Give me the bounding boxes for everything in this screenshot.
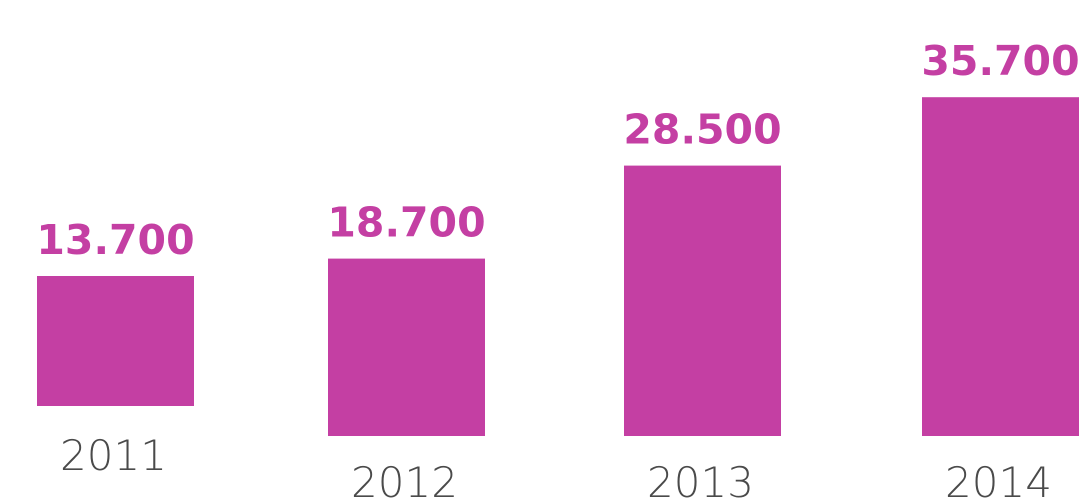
category-label-2012: 2012 bbox=[351, 458, 458, 500]
value-label-2012: 18.700 bbox=[327, 199, 485, 247]
value-labels-group: 13.700 18.700 28.500 35.700 bbox=[36, 37, 1079, 264]
bar-2011 bbox=[37, 276, 194, 406]
bars-group bbox=[37, 97, 1079, 436]
category-labels-group: 2011 2012 2013 2014 bbox=[60, 431, 1052, 500]
category-label-2014: 2014 bbox=[945, 458, 1052, 500]
bar-2012 bbox=[328, 258, 485, 436]
value-label-2014: 35.700 bbox=[921, 37, 1079, 85]
category-label-2011: 2011 bbox=[60, 431, 167, 480]
value-label-2011: 13.700 bbox=[36, 216, 194, 264]
value-label-2013: 28.500 bbox=[623, 106, 781, 154]
category-label-2013: 2013 bbox=[647, 458, 754, 500]
bar-2014 bbox=[922, 97, 1079, 436]
bar-2013 bbox=[624, 165, 781, 436]
